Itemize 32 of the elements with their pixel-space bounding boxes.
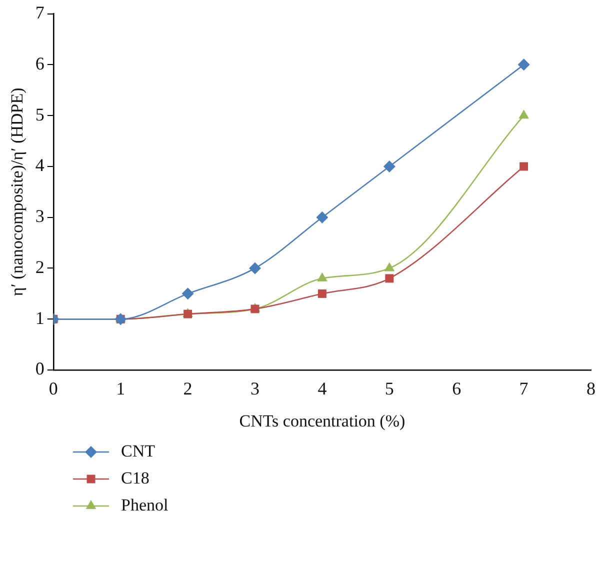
point <box>384 262 395 272</box>
x-tick-label: 6 <box>452 378 462 399</box>
x-tick-label: 5 <box>384 378 394 399</box>
point <box>518 58 530 71</box>
y-tick-label: 2 <box>35 256 44 277</box>
x-tick-label: 3 <box>250 378 260 399</box>
point <box>182 288 194 300</box>
x-tick-label: 4 <box>318 378 327 399</box>
y-tick-label: 3 <box>35 206 44 226</box>
point <box>383 160 396 172</box>
legend-label: C18 <box>121 468 150 488</box>
point <box>249 262 261 274</box>
y-tick-label: 6 <box>35 53 44 74</box>
point <box>518 110 529 119</box>
x-axis-title: CNTs concentration (%) <box>239 411 406 430</box>
y-axis-title: η′ (nanocomposite)/η′ (HDPE) <box>8 88 27 296</box>
point <box>520 162 528 171</box>
y-tick-label: 5 <box>35 104 44 124</box>
legend-label: CNT <box>121 441 156 460</box>
x-tick-label: 1 <box>116 378 126 399</box>
y-tick-label: 1 <box>35 308 44 328</box>
x-tick-label: 7 <box>519 378 528 399</box>
x-tick-label: 2 <box>183 378 192 399</box>
x-tick-label: 0 <box>48 378 58 399</box>
point <box>316 211 328 224</box>
y-tick-label: 7 <box>35 2 44 23</box>
point <box>385 274 394 283</box>
legend-label: Phenol <box>121 495 168 514</box>
point <box>318 289 326 298</box>
y-tick-label: 4 <box>35 155 44 176</box>
y-tick-label: 0 <box>35 358 44 379</box>
x-tick-label: 8 <box>586 378 596 399</box>
